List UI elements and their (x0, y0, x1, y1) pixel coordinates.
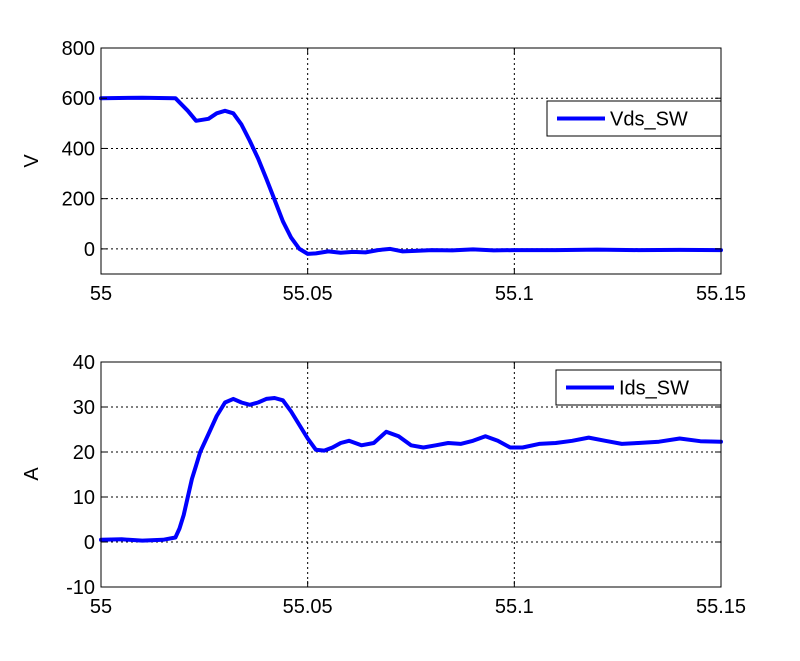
y-tick-label: 40 (73, 352, 95, 374)
plot-area (101, 48, 721, 274)
y-tick-label: 20 (73, 442, 95, 464)
y-tick-label: 400 (62, 138, 95, 160)
x-tick-label: 55 (90, 596, 112, 618)
chart-2: 55 55.05 55.1 55.15 -10 0 10 20 30 40 A Ids_SW (21, 352, 746, 618)
x-tick-label: 55.15 (696, 596, 746, 618)
x-tick-label: 55.15 (696, 283, 746, 305)
legend: Vds_SW (546, 100, 722, 137)
axes-frame (100, 361, 722, 588)
legend-label: Vds_SW (610, 109, 688, 131)
y-tick-label: 0 (84, 239, 95, 261)
x-tick-label: 55 (90, 283, 112, 305)
legend: Ids_SW (555, 369, 722, 406)
x-tick-label: 55.05 (283, 596, 333, 618)
y-axis-label: A (21, 467, 43, 481)
chart-1: 55 55.05 55.1 55.15 0 200 400 600 800 V Vds_SW (21, 38, 746, 305)
x-tick-label: 55.1 (495, 283, 534, 305)
y-tick-label: 30 (73, 397, 95, 419)
y-tick-label: 600 (62, 88, 95, 110)
y-axis-label: V (21, 154, 43, 168)
legend-label: Ids_SW (619, 378, 689, 400)
series-line-Ids_SW (99, 396, 723, 543)
y-tick-label: 10 (73, 487, 95, 509)
y-tick-label: 0 (84, 532, 95, 554)
series-line-Vds_SW (99, 95, 723, 256)
y-tick-label: 200 (62, 189, 95, 211)
x-tick-label: 55.1 (495, 596, 534, 618)
y-tick-label: 800 (62, 38, 95, 60)
axes-frame (100, 47, 722, 275)
x-tick-label: 55.05 (283, 283, 333, 305)
y-tick-label: -10 (66, 577, 95, 599)
